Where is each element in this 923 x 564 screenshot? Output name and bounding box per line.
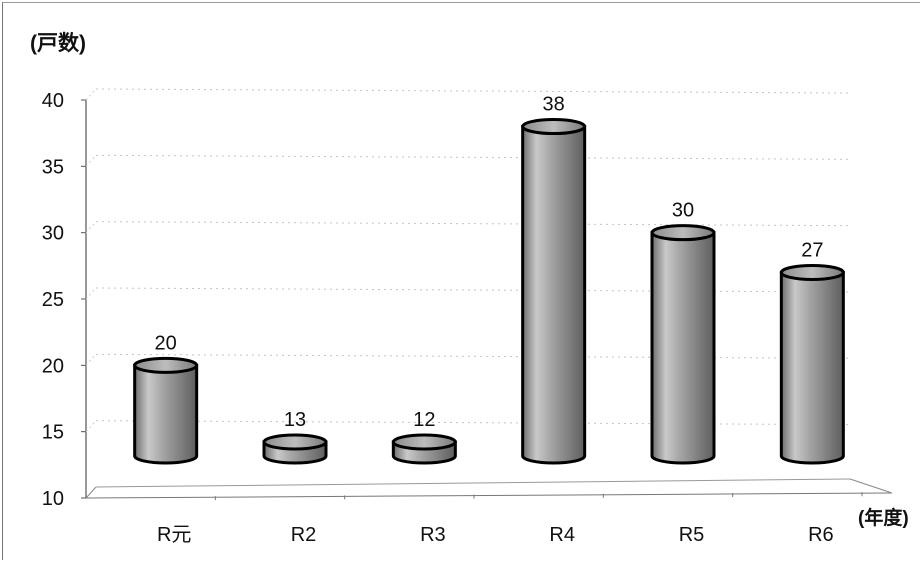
y-tick-label: 30 [42,223,64,245]
value-label: 30 [672,200,694,222]
bar-cap [133,356,199,374]
bar [521,118,587,465]
bar [133,356,199,465]
category-label: R5 [679,524,705,546]
y-tick-label: 10 [42,488,64,510]
bar-cap [650,224,716,242]
value-labels: 20 13 12 38 30 27 [155,94,824,431]
gridline [95,154,851,160]
gridline [95,353,851,359]
gridline-diagonal [85,88,97,101]
chart-walls [85,100,893,499]
gridline [95,221,851,227]
value-label: 27 [801,239,823,261]
y-tick-label: 35 [42,156,64,178]
x-axis-line [85,492,893,499]
bar [262,433,328,465]
x-axis-label: (年度) [858,506,909,529]
category-labels: R元 R2 R3 R4 R5 R6 [157,492,863,546]
gridline [95,420,851,426]
bar [779,263,845,465]
floor-right-edge [849,478,893,494]
gridline-diagonal [85,154,97,167]
bar-cap [391,433,457,451]
bar-cap [521,118,587,136]
floor-left-edge [85,486,97,499]
category-label: R4 [549,524,575,546]
gridline-diagonal [85,221,97,234]
bar [650,224,716,465]
y-axis-label: (戸数) [30,32,86,55]
value-label: 38 [543,94,565,116]
category-label: R3 [420,524,446,546]
gridline-diagonal [85,420,97,433]
bar-body [521,125,587,465]
gridline-diagonal [85,353,97,366]
gridline [95,287,851,293]
bar-cap [779,263,845,281]
gridline [95,88,851,94]
bars [133,118,845,465]
y-tick-label: 40 [42,90,64,112]
gridlines [81,88,851,499]
value-label: 12 [413,409,435,431]
y-tick-label: 25 [42,289,64,311]
y-tick-label: 15 [42,422,64,444]
y-tick-label: 20 [42,355,64,377]
bar-body [779,270,845,465]
category-label: R6 [808,524,834,546]
bar-body [650,231,716,465]
bar [391,433,457,465]
value-label: 13 [284,409,306,431]
category-label: R元 [157,524,191,546]
bar-cap [262,433,328,451]
floor-back-edge [95,478,851,488]
y-tick-labels: 10 15 20 25 30 35 40 [42,90,64,510]
bar-body [133,363,199,465]
category-label: R2 [291,524,317,546]
gridline-diagonal [85,287,97,300]
value-label: 20 [155,332,177,354]
